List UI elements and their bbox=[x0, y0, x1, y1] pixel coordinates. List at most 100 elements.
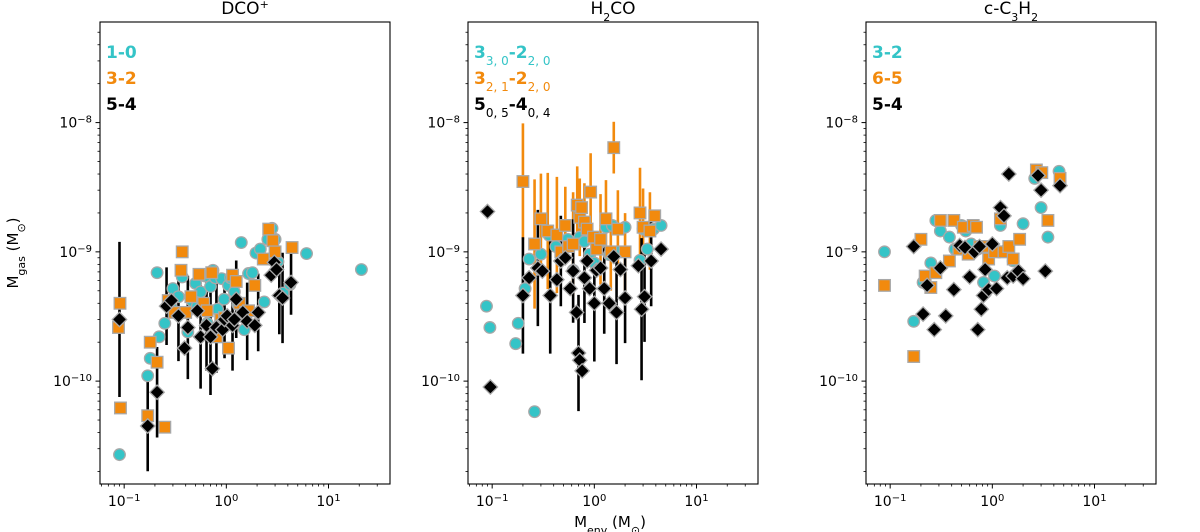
data-point-diamond bbox=[905, 238, 922, 255]
data-point-circle bbox=[483, 321, 497, 334]
y-tick-label: 10−10 bbox=[421, 373, 460, 391]
panel-title: DCO+ bbox=[221, 0, 269, 19]
plot-frame bbox=[865, 21, 1157, 485]
plot-frame bbox=[99, 21, 391, 485]
data-point-diamond bbox=[163, 292, 180, 309]
data-point-square bbox=[648, 209, 662, 223]
data-point-circle bbox=[988, 269, 1001, 283]
data-point-circle bbox=[511, 316, 525, 330]
data-point-square bbox=[633, 206, 647, 220]
data-point-diamond bbox=[977, 261, 994, 278]
data-point-diamond bbox=[148, 384, 166, 401]
legend-entry: 32, 1-22, 0 bbox=[474, 69, 551, 94]
tick-exponent: −1 bbox=[892, 493, 907, 504]
data-point-circle bbox=[1034, 201, 1048, 215]
data-point-diamond bbox=[932, 259, 949, 277]
data-point-square bbox=[229, 275, 243, 288]
data-point-square bbox=[942, 254, 956, 268]
y-tick-label: 10−10 bbox=[53, 373, 92, 391]
tick-exponent: −9 bbox=[843, 243, 858, 254]
y-tick-label: 10−9 bbox=[427, 243, 460, 261]
legend-entry: 3-2 bbox=[106, 69, 137, 89]
y-tick-label: 10−9 bbox=[59, 243, 92, 261]
data-point-diamond bbox=[1032, 182, 1050, 199]
tick-base: 10 bbox=[476, 494, 494, 510]
data-point-square bbox=[256, 252, 270, 266]
tick-base: 10 bbox=[825, 245, 843, 261]
data-point-square bbox=[970, 220, 983, 234]
tick-base: 10 bbox=[427, 245, 445, 261]
data-point-circle bbox=[522, 252, 536, 266]
data-point-diamond bbox=[633, 301, 650, 318]
panel-dco: DCO+ bbox=[99, 0, 391, 485]
legend-entry: 5-4 bbox=[106, 95, 137, 115]
data-point-diamond bbox=[1029, 167, 1047, 184]
legend-sublevel-lower: 0, 4 bbox=[528, 106, 551, 120]
data-point-diamond bbox=[482, 378, 499, 396]
data-point-square bbox=[174, 263, 188, 277]
data-point-diamond bbox=[984, 235, 1001, 253]
data-point-diamond bbox=[574, 362, 591, 380]
tick-exponent: −9 bbox=[77, 243, 92, 254]
x-tick-label: 101 bbox=[1082, 493, 1106, 511]
data-point-circle bbox=[245, 266, 259, 280]
legend-sublevel-upper: 2, 1 bbox=[486, 80, 509, 94]
data-point-diamond bbox=[562, 280, 579, 297]
data-point-circle bbox=[113, 448, 126, 462]
x-tick-label: 100 bbox=[582, 493, 606, 511]
panel-h2co: H2CO bbox=[467, 0, 759, 485]
data-point-square bbox=[558, 219, 572, 232]
x-tick-label: 10−1 bbox=[108, 493, 141, 511]
x-tick-label: 101 bbox=[316, 493, 340, 511]
tick-exponent: −9 bbox=[445, 243, 460, 254]
data-point-diamond bbox=[479, 203, 496, 220]
legend-sublevel-upper: 3, 0 bbox=[486, 54, 509, 68]
data-point-diamond bbox=[204, 360, 221, 377]
data-point-square bbox=[205, 266, 219, 280]
data-point-circle bbox=[158, 316, 172, 330]
data-point-diamond bbox=[534, 262, 551, 280]
data-point-square bbox=[285, 241, 299, 254]
data-point-diamond bbox=[636, 288, 653, 305]
series-layer bbox=[479, 121, 670, 419]
data-point-square bbox=[175, 245, 189, 259]
tick-base: 10 bbox=[427, 116, 445, 132]
data-point-diamond bbox=[630, 257, 647, 274]
data-point-diamond bbox=[608, 304, 625, 321]
tick-base: 10 bbox=[819, 374, 837, 390]
data-point-circle bbox=[150, 266, 164, 280]
data-point-diamond bbox=[176, 340, 193, 357]
tick-exponent: −8 bbox=[843, 114, 858, 125]
tick-base: 10 bbox=[874, 494, 892, 510]
series-layer bbox=[111, 221, 368, 472]
data-point-diamond bbox=[919, 277, 936, 294]
data-point-diamond bbox=[1037, 262, 1054, 280]
data-point-diamond bbox=[239, 313, 256, 330]
data-point-square bbox=[575, 201, 589, 215]
y-tick-label: 10−8 bbox=[59, 114, 92, 132]
tick-base: 10 bbox=[684, 494, 702, 510]
tick-base: 10 bbox=[421, 374, 439, 390]
data-point-diamond bbox=[973, 301, 990, 318]
data-point-diamond bbox=[937, 307, 954, 324]
tick-exponent: 0 bbox=[600, 493, 606, 504]
tick-exponent: −1 bbox=[494, 493, 509, 504]
data-point-square bbox=[584, 185, 598, 199]
data-point-diamond bbox=[111, 311, 128, 328]
data-point-square bbox=[611, 222, 625, 236]
y-tick-label: 10−10 bbox=[819, 373, 858, 391]
x-tick-label: 100 bbox=[980, 493, 1004, 511]
panel-title: c-C3H2 bbox=[984, 0, 1038, 24]
x-tick-label: 10−1 bbox=[476, 493, 509, 511]
data-point-square bbox=[1002, 240, 1016, 253]
data-point-diamond bbox=[139, 417, 156, 435]
data-point-diamond bbox=[576, 269, 593, 286]
data-point-diamond bbox=[586, 295, 603, 312]
data-point-square bbox=[878, 278, 891, 292]
legend-entry: 3-2 bbox=[872, 43, 903, 63]
data-point-diamond bbox=[246, 317, 263, 334]
legend-level-lower: -2 bbox=[509, 69, 528, 89]
data-point-circle bbox=[878, 245, 891, 259]
